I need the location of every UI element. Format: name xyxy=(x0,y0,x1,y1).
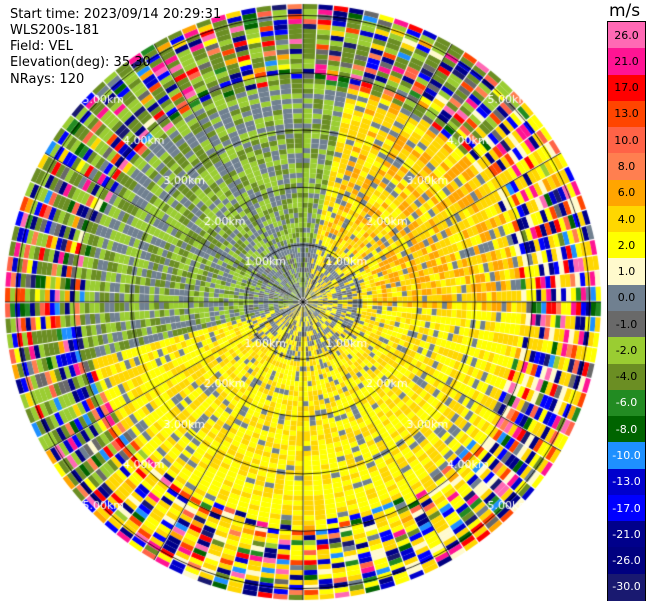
colorbar-swatch xyxy=(608,22,645,49)
colorbar-tick-label: 1.0 xyxy=(617,265,636,279)
colorbar-tick-label: 21.0 xyxy=(614,54,639,68)
colorbar-unit: m/s xyxy=(609,1,641,21)
colorbar-swatch xyxy=(608,494,645,522)
colorbar-tick-label: 8.0 xyxy=(617,160,636,173)
colorbar-swatch xyxy=(608,284,645,312)
colorbar-tick-label: -26.0 xyxy=(612,554,641,568)
colorbar-swatch xyxy=(608,232,645,260)
colorbar-swatch xyxy=(608,337,645,365)
colorbar-swatch xyxy=(608,74,645,102)
colorbar-swatch xyxy=(608,127,645,154)
colorbar-tick-label: 2.0 xyxy=(617,238,636,252)
colorbar-swatch xyxy=(608,442,645,470)
start-time-label: Start time: 2023/09/14 20:29:31 xyxy=(10,7,222,22)
nrays-label: NRays: 120 xyxy=(10,72,85,87)
colorbar-swatch xyxy=(608,153,645,181)
colorbar-tick-label: 26.0 xyxy=(614,28,639,42)
colorbar-swatch xyxy=(608,205,645,233)
colorbar-swatch xyxy=(608,547,645,575)
colorbar-tick-label: 4.0 xyxy=(617,212,636,226)
colorbar-tick-label: -2.0 xyxy=(615,343,638,357)
colorbar-swatch xyxy=(608,179,645,207)
colorbar: 26.0 21.0 17.0 13.0 10.0 8.0 6.0 4.0 2.0 1.0 0.0 -1… xyxy=(607,21,646,601)
colorbar-swatch xyxy=(608,416,645,443)
colorbar-swatch xyxy=(608,100,645,128)
colorbar-swatch xyxy=(608,573,645,601)
ppi-velocity-plot xyxy=(0,0,608,607)
colorbar-tick-label: 13.0 xyxy=(614,107,639,121)
colorbar-swatch xyxy=(608,389,645,417)
colorbar-tick-label: -13.0 xyxy=(612,475,641,489)
colorbar-swatch xyxy=(608,468,645,496)
colorbar-tick-label: -30.0 xyxy=(612,580,641,594)
colorbar-tick-label: -4.0 xyxy=(615,370,638,384)
field-label: Field: VEL xyxy=(10,39,73,54)
colorbar-tick-label: -6.0 xyxy=(615,396,638,410)
colorbar-swatch xyxy=(608,363,645,391)
colorbar-tick-label: -1.0 xyxy=(615,317,638,331)
colorbar-swatch xyxy=(608,311,645,338)
colorbar-tick-label: 6.0 xyxy=(617,186,636,200)
colorbar-tick-label: 10.0 xyxy=(614,133,639,147)
colorbar-tick-label: 0.0 xyxy=(617,291,636,305)
elevation-label: Elevation(deg): 35.30 xyxy=(10,55,151,70)
colorbar-swatch xyxy=(608,521,645,549)
colorbar-swatch xyxy=(608,258,645,286)
colorbar-tick-label: 17.0 xyxy=(614,81,639,95)
colorbar-tick-label: -10.0 xyxy=(612,449,641,462)
colorbar-tick-label: -21.0 xyxy=(612,527,641,541)
colorbar-swatch xyxy=(608,48,645,76)
colorbar-tick-label: -8.0 xyxy=(615,422,638,436)
instrument-label: WLS200s-181 xyxy=(10,23,100,38)
colorbar-tick-label: -17.0 xyxy=(612,501,641,515)
